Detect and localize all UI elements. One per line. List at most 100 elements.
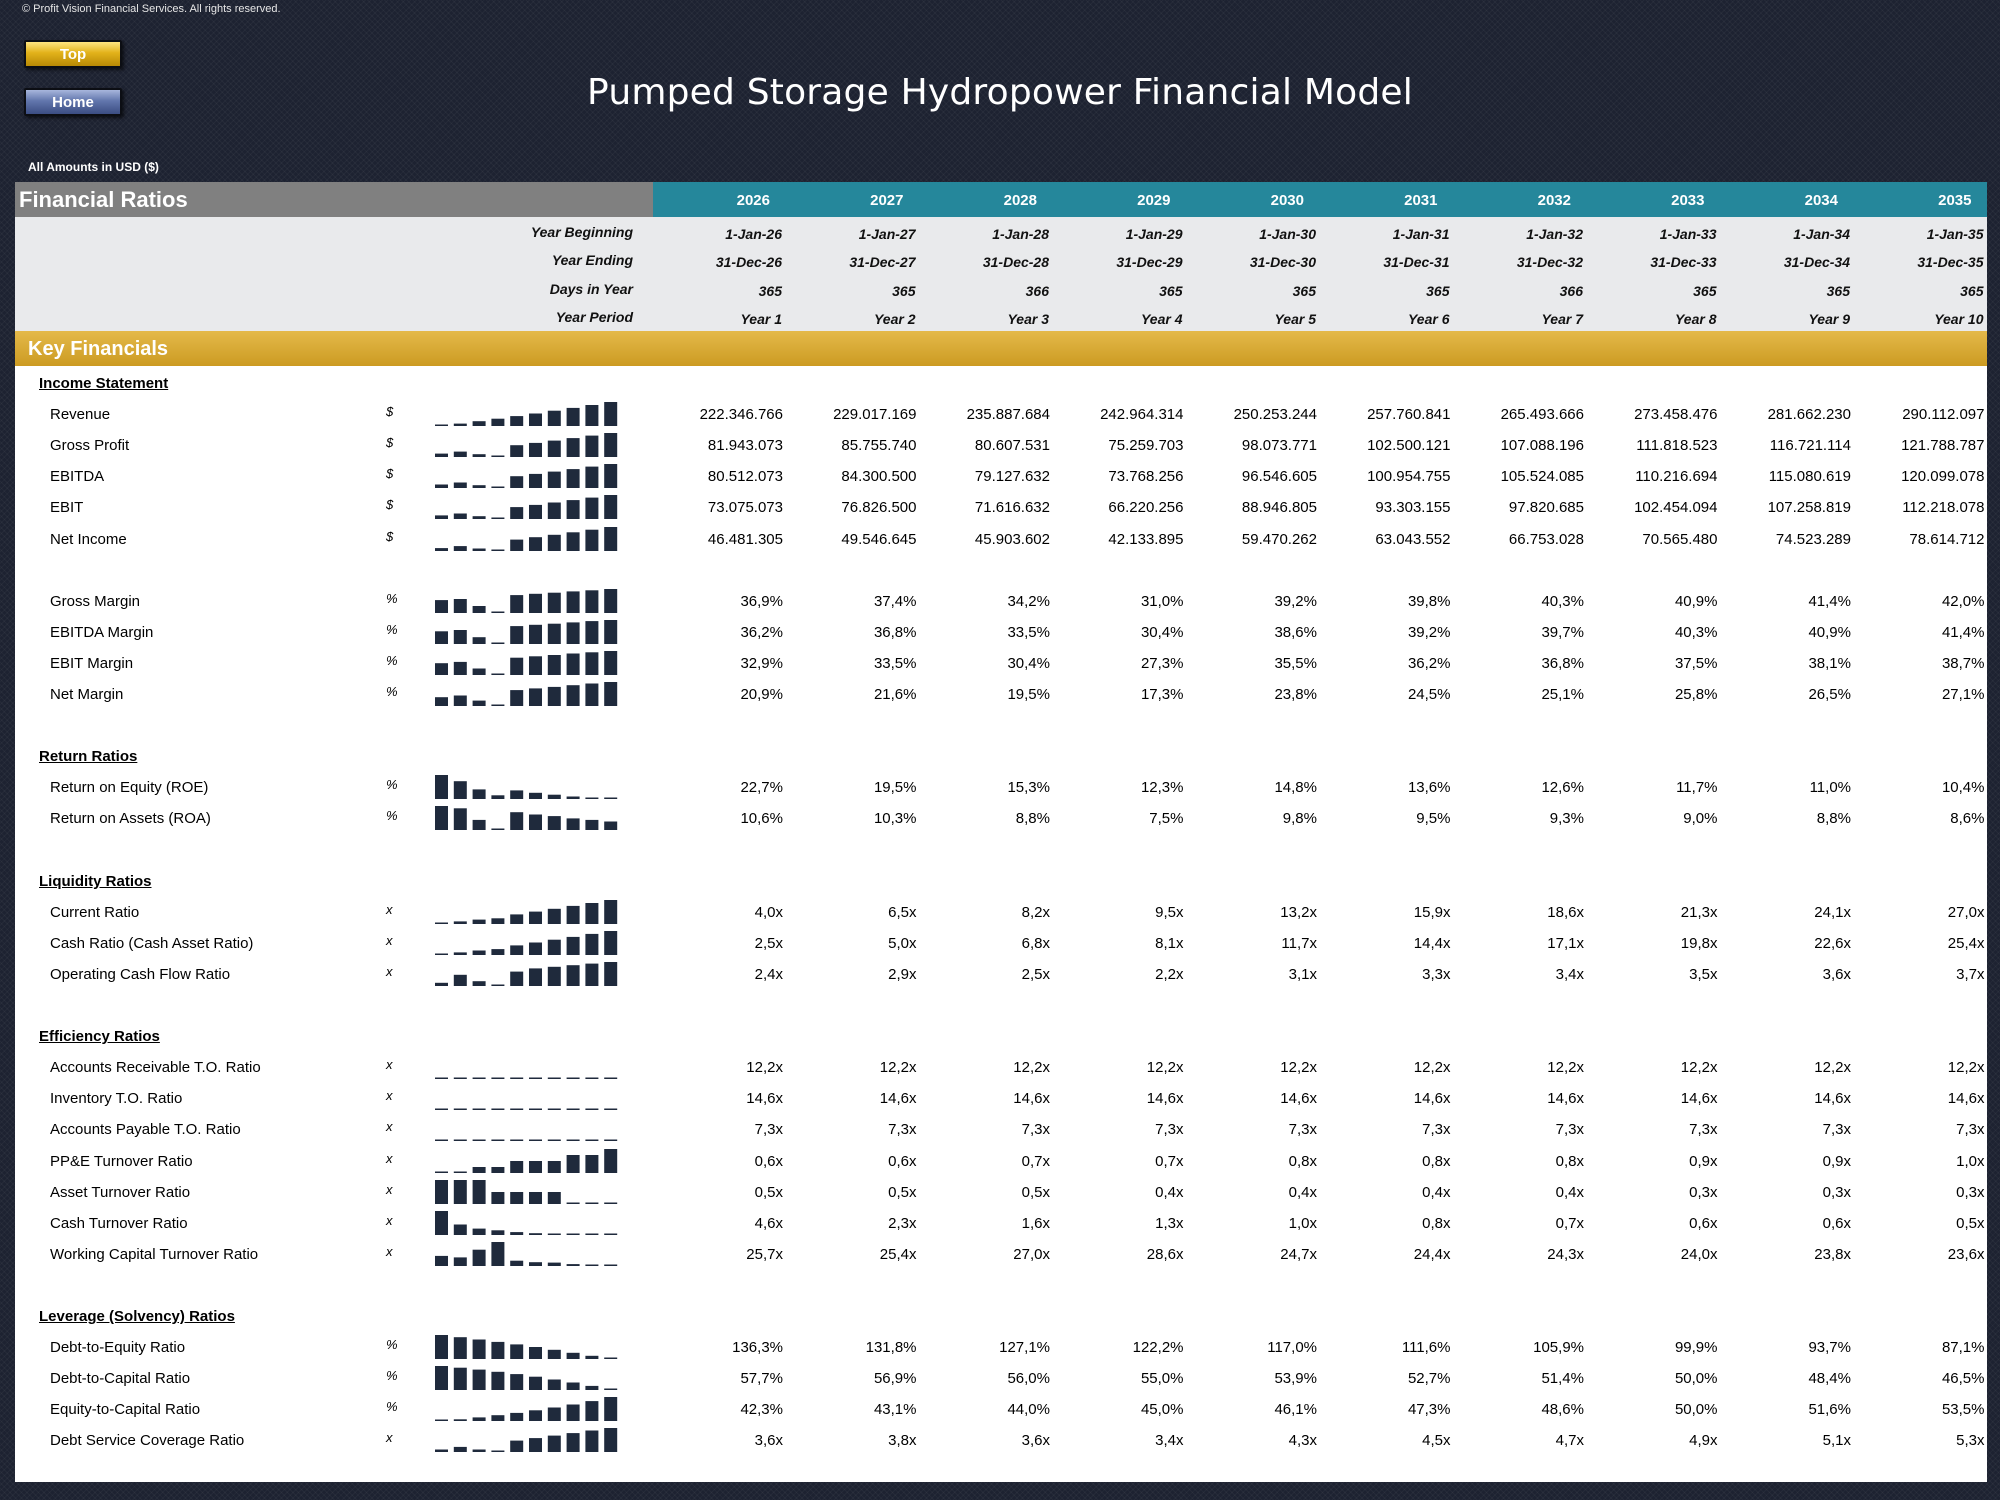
gross-margin-value: 36,9% [740,592,783,610]
return-on-equity-roe-value: 19,5% [873,779,917,797]
accounts-receivable-t-o-ratio-spark-bar [510,1077,524,1080]
ebit-spark-bar [453,513,467,520]
net-margin-spark-bar [510,690,524,706]
ebitda-value: 73.768.256 [1108,468,1184,486]
asset-turnover-ratio-spark-bar [529,1191,542,1204]
inventory-t-o-ratio-spark-bar [510,1108,524,1111]
year-header-2028: 2028 [1003,192,1037,209]
ebitda-spark-bar [510,476,524,489]
accounts-receivable-t-o-ratio-value: 12,2x [746,1059,783,1077]
inventory-t-o-ratio-value: 14,6x [1280,1090,1317,1108]
working-capital-turnover-ratio-spark-bar [529,1261,542,1266]
net-income-spark-bar [510,539,524,551]
ebit-value: 76.826.500 [841,499,917,517]
debt-to-capital-ratio-spark-bar [529,1376,542,1391]
equity-to-capital-ratio-spark-bar [472,1417,486,1422]
gross-profit-value: 98.073.771 [1241,437,1317,455]
pp-e-turnover-ratio-value: 0,6x [888,1152,917,1170]
copyright-text: © Profit Vision Financial Services. All … [22,3,281,15]
ebit-spark-bar [435,515,448,520]
ebitda-margin-value: 36,2% [740,623,783,641]
operating-cash-flow-ratio-spark-bar [472,981,486,986]
gross-profit-value: 121.788.787 [1901,437,1985,455]
gross-margin-value: 39,2% [1274,592,1317,610]
debt-to-capital-ratio-spark-bar [510,1374,524,1391]
cash-turnover-ratio-spark-bar [529,1232,542,1235]
home-button[interactable]: Home [24,88,122,116]
debt-service-coverage-ratio-spark-bar [566,1433,580,1453]
pp-e-turnover-ratio-spark-bar [472,1166,486,1173]
ebit-margin-value: 38,1% [1808,654,1851,672]
cash-ratio-cash-asset-ratio-spark-bar [510,945,524,955]
revenue-spark-bar [529,413,542,427]
return-on-equity-roe-label: Return on Equity (ROE) [50,779,209,797]
top-button[interactable]: Top [24,40,122,68]
ebitda-value: 115.080.619 [1768,468,1851,486]
inventory-t-o-ratio-spark-bar [453,1108,467,1111]
working-capital-turnover-ratio-value: 25,7x [746,1245,783,1263]
return-on-equity-roe-spark-bar [491,795,505,800]
cash-ratio-cash-asset-ratio-sparkline [435,930,618,955]
cash-ratio-cash-asset-ratio-spark-bar [547,939,561,955]
accounts-receivable-t-o-ratio-spark-bar [566,1077,580,1080]
ebit-margin-spark-bar [529,656,542,675]
ebitda-spark-bar [566,469,580,489]
accounts-receivable-t-o-ratio-spark-bar [547,1077,561,1080]
ebit-unit: $ [386,497,394,513]
ebitda-margin-spark-bar [472,636,486,644]
ebitda-margin-sparkline [435,619,618,644]
return-on-assets-roa-value: 9,5% [1416,810,1451,828]
net-income-value: 78.614.712 [1909,530,1985,548]
revenue-spark-bar [566,407,580,427]
debt-to-equity-ratio-spark-bar [604,1357,618,1360]
gross-margin-label: Gross Margin [50,592,141,610]
revenue-spark-bar [435,424,448,427]
cash-ratio-cash-asset-ratio-value: 5,0x [888,934,917,952]
accounts-payable-t-o-ratio-value: 7,3x [1422,1121,1451,1139]
return-on-equity-roe-unit: % [386,777,398,793]
debt-to-capital-ratio-value: 53,9% [1274,1370,1317,1388]
ebit-margin-value: 37,5% [1674,654,1718,672]
equity-to-capital-ratio-value: 42,3% [740,1401,783,1419]
ebit-spark-bar [547,502,561,520]
debt-to-equity-ratio-value: 87,1% [1941,1339,1985,1357]
cash-turnover-ratio-value: 0,7x [1555,1214,1584,1232]
equity-to-capital-ratio-spark-bar [491,1415,505,1422]
group-title-liquidity-ratios: Liquidity Ratios [39,872,152,890]
gross-margin-value: 40,9% [1674,592,1718,610]
current-ratio-spark-bar [435,922,448,924]
ebit-value: 97.820.685 [1508,499,1584,517]
year-ending-value: 31-Dec-32 [1516,254,1583,271]
gross-margin-spark-bar [491,611,505,613]
current-ratio-value: 8,2x [1021,903,1050,921]
year-period-value: Year 1 [740,310,782,327]
gross-profit-value: 102.500.121 [1367,437,1451,455]
ebit-value: 88.946.805 [1241,499,1317,517]
net-margin-spark-bar [585,683,599,706]
inventory-t-o-ratio-spark-bar [585,1108,599,1111]
debt-service-coverage-ratio-label: Debt Service Coverage Ratio [50,1432,245,1450]
ebit-value: 73.075.073 [707,499,783,517]
gross-profit-spark-bar [472,454,486,458]
debt-to-equity-ratio-sparkline [435,1335,618,1360]
net-margin-spark-bar [491,704,505,706]
equity-to-capital-ratio-sparkline [435,1397,618,1422]
current-ratio-spark-bar [604,899,618,924]
accounts-payable-t-o-ratio-value: 7,3x [1155,1121,1184,1139]
net-margin-sparkline [435,682,618,706]
gross-profit-sparkline [435,433,618,458]
debt-service-coverage-ratio-value: 3,6x [1021,1432,1050,1450]
revenue-value: 290.112.097 [1902,406,1985,424]
cash-turnover-ratio-value: 1,6x [1021,1214,1050,1232]
working-capital-turnover-ratio-value: 24,0x [1680,1245,1718,1263]
gross-profit-value: 81.943.073 [707,437,783,455]
gross-profit-spark-bar [566,438,580,458]
asset-turnover-ratio-spark-bar [472,1179,486,1204]
accounts-receivable-t-o-ratio-label: Accounts Receivable T.O. Ratio [50,1059,261,1077]
accounts-payable-t-o-ratio-value: 7,3x [754,1121,783,1139]
return-on-assets-roa-value: 9,0% [1683,810,1718,828]
accounts-receivable-t-o-ratio-spark-bar [453,1077,467,1080]
cash-ratio-cash-asset-ratio-value: 25,4x [1947,934,1985,952]
return-on-assets-roa-sparkline [435,806,618,831]
current-ratio-spark-bar [585,902,599,924]
